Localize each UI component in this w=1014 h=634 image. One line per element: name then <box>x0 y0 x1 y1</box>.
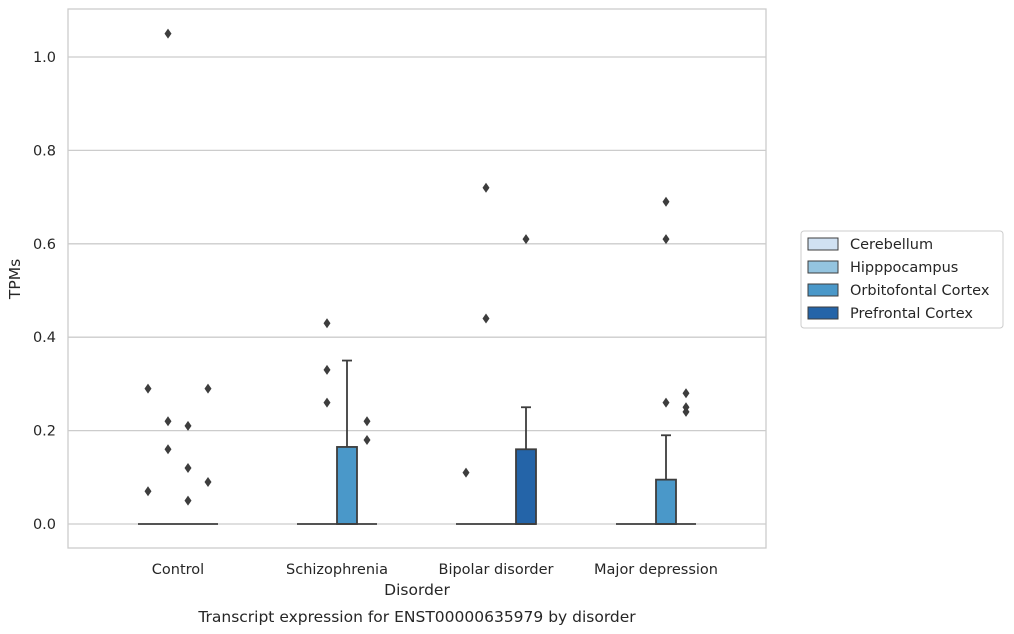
x-tick-label: Bipolar disorder <box>439 562 554 578</box>
legend-label: Hipppocampus <box>850 260 958 276</box>
legend-frame <box>800 230 1004 329</box>
outlier-point <box>144 383 152 394</box>
box-body <box>655 478 677 525</box>
outlier-point <box>184 495 192 506</box>
y-tick-label: 1.0 <box>33 50 56 66</box>
y-tick-label: 0.4 <box>33 330 56 346</box>
outlier-point <box>363 434 371 445</box>
y-tick-labels: 0.0 0.2 0.4 0.6 0.8 1.0 <box>33 50 56 533</box>
legend-swatch <box>807 283 839 297</box>
outlier-point <box>662 196 670 207</box>
box-body <box>515 448 537 525</box>
outlier-point <box>144 486 152 497</box>
x-tick-labels: Control Schizophrenia Bipolar disorder Majo… <box>152 562 718 578</box>
outlier-point <box>164 416 172 427</box>
y-tick-label: 0.0 <box>33 517 56 533</box>
legend-swatch <box>807 237 839 251</box>
box-marks <box>138 359 696 525</box>
outlier-point <box>323 397 331 408</box>
y-tick-label: 0.8 <box>33 143 56 159</box>
y-axis-label: TPMs <box>6 259 24 300</box>
plot-frame <box>67 8 767 549</box>
box <box>655 434 677 525</box>
grid-lines <box>68 56 766 525</box>
outlier-point <box>682 388 690 399</box>
outlier-point <box>482 182 490 193</box>
x-axis-label: Disorder <box>384 581 450 599</box>
y-tick-label: 0.2 <box>33 424 56 440</box>
legend-swatch <box>807 306 839 320</box>
box-body <box>336 446 358 525</box>
outlier-point <box>682 406 690 417</box>
outlier-point <box>184 462 192 473</box>
legend-label: Cerebellum <box>850 237 933 253</box>
legend: Cerebellum Hipppocampus Orbitofontal Corte… <box>800 230 1004 329</box>
legend-swatch <box>807 260 839 274</box>
x-tick-label: Schizophrenia <box>286 562 388 578</box>
legend-item: Orbitofontal Cortex <box>807 283 990 299</box>
outlier-point <box>184 420 192 431</box>
outlier-point <box>522 234 530 245</box>
y-tick-label: 0.6 <box>33 237 56 253</box>
outlier-point <box>363 416 371 427</box>
x-tick-label: Control <box>152 562 204 578</box>
legend-item: Cerebellum <box>807 237 933 253</box>
outlier-point <box>323 364 331 375</box>
legend-label: Prefrontal Cortex <box>850 306 973 322</box>
box <box>515 406 537 525</box>
outlier-point <box>164 28 172 39</box>
outlier-point <box>323 318 331 329</box>
x-tick-label: Major depression <box>594 562 718 578</box>
outlier-point <box>482 313 490 324</box>
legend-item: Prefrontal Cortex <box>807 306 973 322</box>
outlier-point <box>662 397 670 408</box>
outlier-point <box>662 234 670 245</box>
legend-item: Hipppocampus <box>807 260 958 276</box>
legend-label: Orbitofontal Cortex <box>850 283 990 299</box>
box <box>336 359 358 525</box>
outlier-point <box>204 383 212 394</box>
outlier-marks <box>144 28 690 506</box>
outlier-point <box>164 444 172 455</box>
outlier-point <box>204 476 212 487</box>
chart-caption: Transcript expression for ENST0000063597… <box>197 608 636 626</box>
outlier-point <box>462 467 470 478</box>
